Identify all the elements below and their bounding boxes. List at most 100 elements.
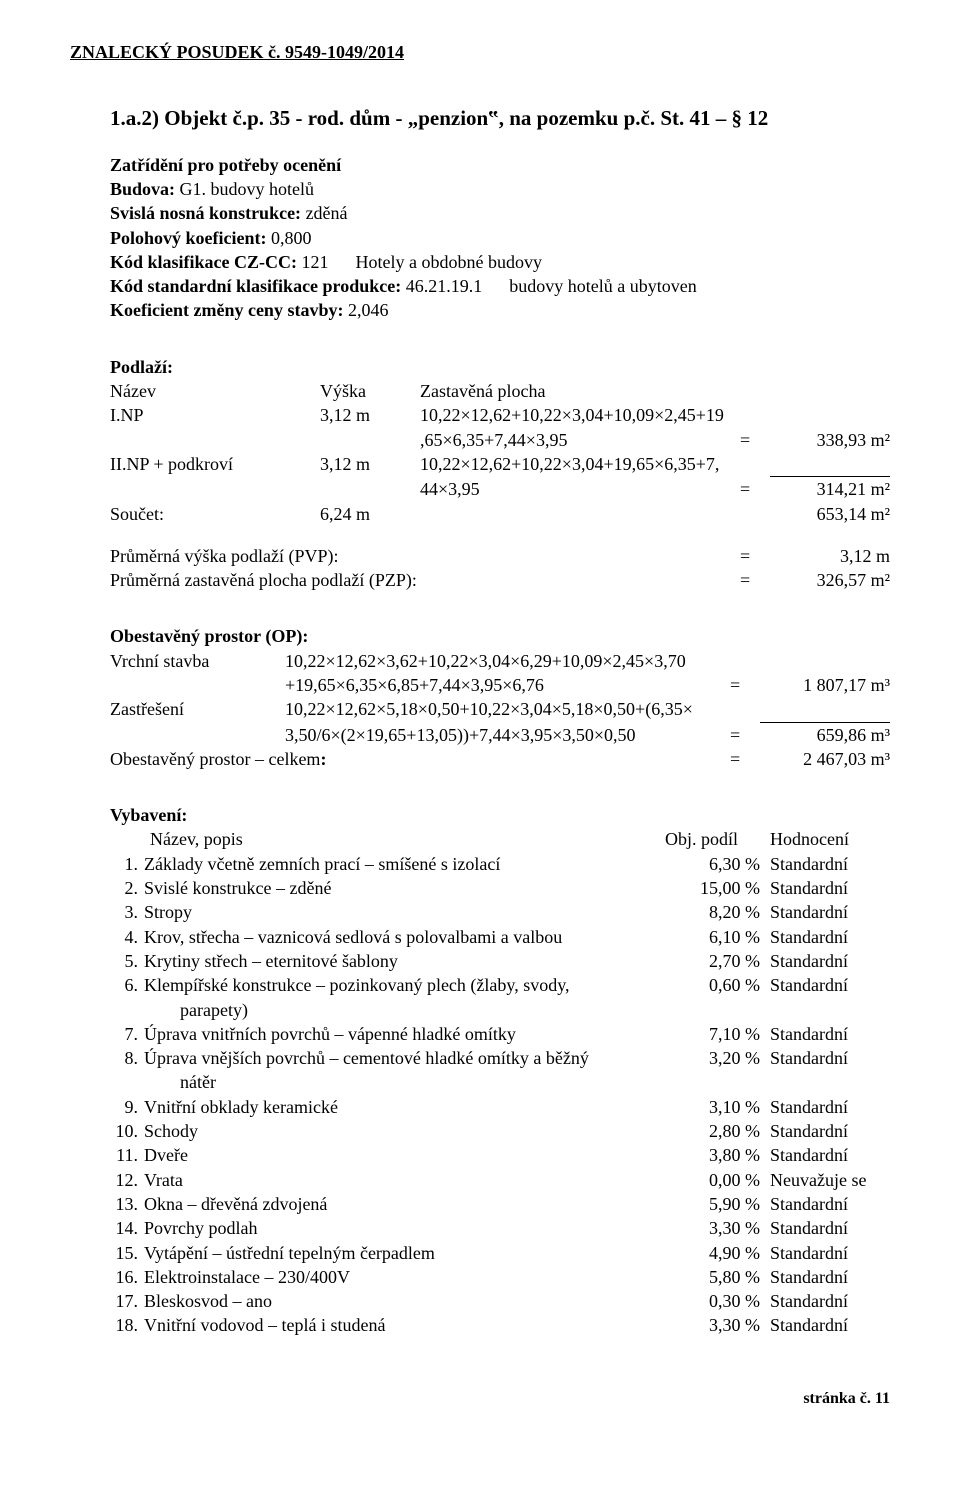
soucet-row: Součet: 6,24 m 653,14 m² [110, 502, 890, 526]
vyb-num: 12. [110, 1168, 144, 1192]
vyb-row: 8.Úprava vnějších povrchů – cementové hl… [110, 1046, 890, 1070]
vyb-row: 15.Vytápění – ústřední tepelným čerpadle… [110, 1241, 890, 1265]
vyb-hodnoceni: Standardní [760, 1022, 890, 1046]
op-heading: Obestavěný prostor (OP): [110, 624, 890, 648]
soucet-value: 653,14 m² [770, 502, 890, 526]
vyb-col-hodnoceni: Hodnocení [760, 827, 890, 851]
podlazi-height: 3,12 m [320, 452, 420, 476]
vyb-row: 11.Dveře3,80 %Standardní [110, 1143, 890, 1167]
eq-sign: = [730, 673, 760, 697]
svisla-value: zděná [306, 203, 348, 223]
op-formula-1: 10,22×12,62×3,62+10,22×3,04×6,29+10,09×2… [285, 649, 730, 673]
budova-line: Budova: G1. budovy hotelů [110, 177, 890, 201]
vyb-hodnoceni: Standardní [760, 1265, 890, 1289]
podlazi-formula-1: 10,22×12,62+10,22×3,04+10,09×2,45+19 [420, 403, 890, 427]
pvp-value: 3,12 m [770, 544, 890, 568]
podlazi-value: 314,21 m² [770, 476, 890, 501]
vyb-num: 15. [110, 1241, 144, 1265]
vyb-podil: 5,80 % [665, 1265, 760, 1289]
podlazi-value: 338,93 m² [770, 428, 890, 452]
vyb-num: 14. [110, 1216, 144, 1240]
vyb-row: 10.Schody2,80 %Standardní [110, 1119, 890, 1143]
vyb-text: Vnitřní vodovod – teplá i studená [144, 1313, 665, 1337]
kod-czcc-desc: Hotely a obdobné budovy [356, 252, 542, 272]
vyb-text: Svislé konstrukce – zděné [144, 876, 665, 900]
podlazi-height: 3,12 m [320, 403, 420, 427]
pzp-value: 326,57 m² [770, 568, 890, 592]
vyb-hodnoceni: Standardní [760, 1289, 890, 1313]
kod-czcc-line: Kód klasifikace CZ-CC: 121 Hotely a obdo… [110, 250, 890, 274]
vyb-num: 10. [110, 1119, 144, 1143]
polohovy-line: Polohový koeficient: 0,800 [110, 226, 890, 250]
vyb-text: Stropy [144, 900, 665, 924]
op-name: Vrchní stavba [110, 649, 285, 673]
vyb-row: 4.Krov, střecha – vaznicová sedlová s po… [110, 925, 890, 949]
vyb-text: Vrata [144, 1168, 665, 1192]
vyb-num: 5. [110, 949, 144, 973]
podlazi-name: II.NP + podkroví [110, 452, 320, 476]
op-formula-1: 10,22×12,62×5,18×0,50+10,22×3,04×5,18×0,… [285, 697, 730, 721]
vyb-num: 7. [110, 1022, 144, 1046]
podlazi-heading: Podlaží: [110, 355, 890, 379]
podlazi-row: II.NP + podkroví 3,12 m 10,22×12,62+10,2… [110, 452, 890, 476]
podlazi-col-area: Zastavěná plocha [420, 379, 890, 403]
vyb-row: 16.Elektroinstalace – 230/400V5,80 %Stan… [110, 1265, 890, 1289]
vyb-row: 9.Vnitřní obklady keramické3,10 %Standar… [110, 1095, 890, 1119]
section-title: 1.a.2) Objekt č.p. 35 - rod. dům - „penz… [110, 104, 890, 132]
vyb-text: Bleskosvod – ano [144, 1289, 665, 1313]
vyb-podil: 8,20 % [665, 900, 760, 924]
op-total-value: 2 467,03 m³ [760, 747, 890, 771]
podlazi-name: I.NP [110, 403, 320, 427]
vyb-text: Vnitřní obklady keramické [144, 1095, 665, 1119]
vyb-row: 7.Úprava vnitřních povrchů – vápenné hla… [110, 1022, 890, 1046]
vyb-hodnoceni: Standardní [760, 1192, 890, 1216]
vyb-text: Okna – dřevěná zdvojená [144, 1192, 665, 1216]
vyb-num: 6. [110, 973, 144, 997]
vyb-text: Krytiny střech – eternitové šablony [144, 949, 665, 973]
vyb-hodnoceni: Neuvažuje se [760, 1168, 890, 1192]
vyb-hodnoceni: Standardní [760, 1095, 890, 1119]
eq-sign: = [740, 544, 770, 568]
budova-value: G1. budovy hotelů [180, 179, 315, 199]
podlazi-formula-2: ,65×6,35+7,44×3,95 [420, 428, 740, 452]
vyb-text: Dveře [144, 1143, 665, 1167]
kod-std-desc: budovy hotelů a ubytoven [509, 276, 696, 296]
svisla-line: Svislá nosná konstrukce: zděná [110, 201, 890, 225]
vyb-podil: 3,30 % [665, 1313, 760, 1337]
podlazi-header-row: Název Výška Zastavěná plocha [110, 379, 890, 403]
op-name: Zastřešení [110, 697, 285, 721]
vyb-hodnoceni: Standardní [760, 900, 890, 924]
vyb-col-podil: Obj. podíl [665, 827, 760, 851]
vyb-num: 18. [110, 1313, 144, 1337]
vyb-num: 17. [110, 1289, 144, 1313]
vyb-row: nátěr [110, 1070, 890, 1094]
vyb-text: Schody [144, 1119, 665, 1143]
vyb-podil: 0,60 % [665, 973, 760, 997]
op-value: 1 807,17 m³ [760, 673, 890, 697]
eq-sign: = [740, 477, 770, 501]
vyb-podil: 7,10 % [665, 1022, 760, 1046]
vyb-row: parapety) [110, 998, 890, 1022]
soucet-height: 6,24 m [320, 502, 420, 526]
vyb-row: 17.Bleskosvod – ano0,30 %Standardní [110, 1289, 890, 1313]
vyb-hodnoceni: Standardní [760, 1046, 890, 1070]
vyb-hodnoceni: Standardní [760, 1216, 890, 1240]
vyb-num: 3. [110, 900, 144, 924]
kod-czcc-label: Kód klasifikace CZ-CC: [110, 252, 297, 272]
vyb-podil: 3,10 % [665, 1095, 760, 1119]
vyb-text: Úprava vnějších povrchů – cementové hlad… [144, 1046, 665, 1070]
vyb-num: 11. [110, 1143, 144, 1167]
op-formula-2: 3,50/6×(2×19,65+13,05))+7,44×3,95×3,50×0… [285, 723, 730, 747]
vyb-num: 2. [110, 876, 144, 900]
vyb-text: Krov, střecha – vaznicová sedlová s polo… [144, 925, 665, 949]
vyb-text: parapety) [144, 998, 665, 1022]
vyb-podil: 2,80 % [665, 1119, 760, 1143]
vyb-num: 16. [110, 1265, 144, 1289]
podlazi-col-name: Název [110, 379, 320, 403]
vyb-num: 13. [110, 1192, 144, 1216]
op-value: 659,86 m³ [760, 722, 890, 747]
vyb-hodnoceni: Standardní [760, 973, 890, 997]
svisla-label: Svislá nosná konstrukce: [110, 203, 301, 223]
vyb-num: 4. [110, 925, 144, 949]
vyb-hodnoceni: Standardní [760, 1313, 890, 1337]
